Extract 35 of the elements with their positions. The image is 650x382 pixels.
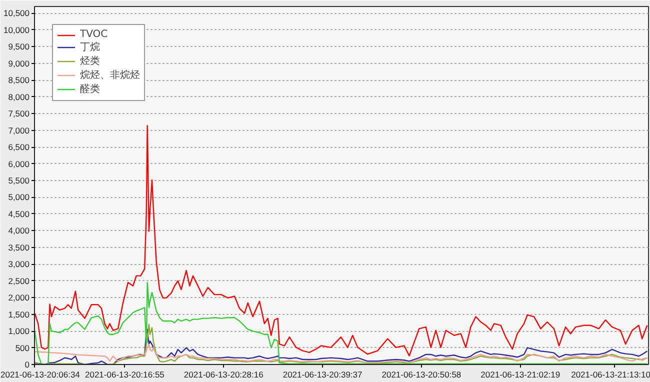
x-tick-label: 2021-06-13-20:39:37: [282, 370, 363, 380]
x-tick-label: 2021-06-13-21:13:10: [571, 370, 650, 380]
x-tick-label: 2021-06-13-20:28:16: [184, 370, 264, 380]
x-tick-label: 2021-06-13-21:02:19: [480, 370, 560, 380]
legend-label: 烃类: [80, 54, 100, 68]
legend-label: 烷烃、非烷烃: [80, 68, 140, 82]
y-tick-label: 9,000: [8, 58, 30, 68]
y-tick-label: 6,500: [8, 142, 30, 152]
x-tick-label: 2021-06-13-20:50:58: [382, 370, 462, 380]
y-tick-label: 10,000: [4, 24, 30, 35]
y-tick-label: 5,500: [8, 175, 30, 186]
y-tick-label: 5,000: [8, 192, 30, 202]
x-tick-label: 2021-06-13-20:06:34: [0, 370, 80, 380]
y-tick-label: 6,000: [8, 158, 30, 169]
y-tick-label: 10,500: [4, 8, 30, 18]
line-series: [34, 125, 648, 356]
y-tick-label: 500: [15, 342, 30, 353]
y-tick-label: 2,500: [8, 276, 30, 286]
y-tick-label: 1,000: [8, 326, 30, 336]
legend-label: 丁烷: [80, 40, 100, 54]
y-tick-label: 0: [24, 360, 30, 370]
y-tick-label: 7,000: [8, 125, 30, 136]
y-tick-label: 2,000: [8, 292, 30, 303]
y-tick-label: 8,500: [8, 75, 30, 86]
legend-label: TVOC: [80, 29, 108, 40]
y-tick-label: 7,500: [8, 108, 30, 119]
y-tick-label: 1,500: [8, 309, 30, 320]
y-tick-label: 3,500: [8, 242, 30, 252]
legend-label: 醛类: [80, 82, 100, 96]
y-tick-label: 8,000: [8, 92, 30, 102]
y-tick-label: 4,000: [8, 226, 30, 236]
x-tick-label: 2021-06-13-20:16:55: [85, 370, 165, 380]
y-tick-label: 4,500: [8, 208, 30, 219]
y-tick-label: 3,000: [8, 259, 30, 270]
y-tick-label: 9,500: [8, 42, 30, 52]
